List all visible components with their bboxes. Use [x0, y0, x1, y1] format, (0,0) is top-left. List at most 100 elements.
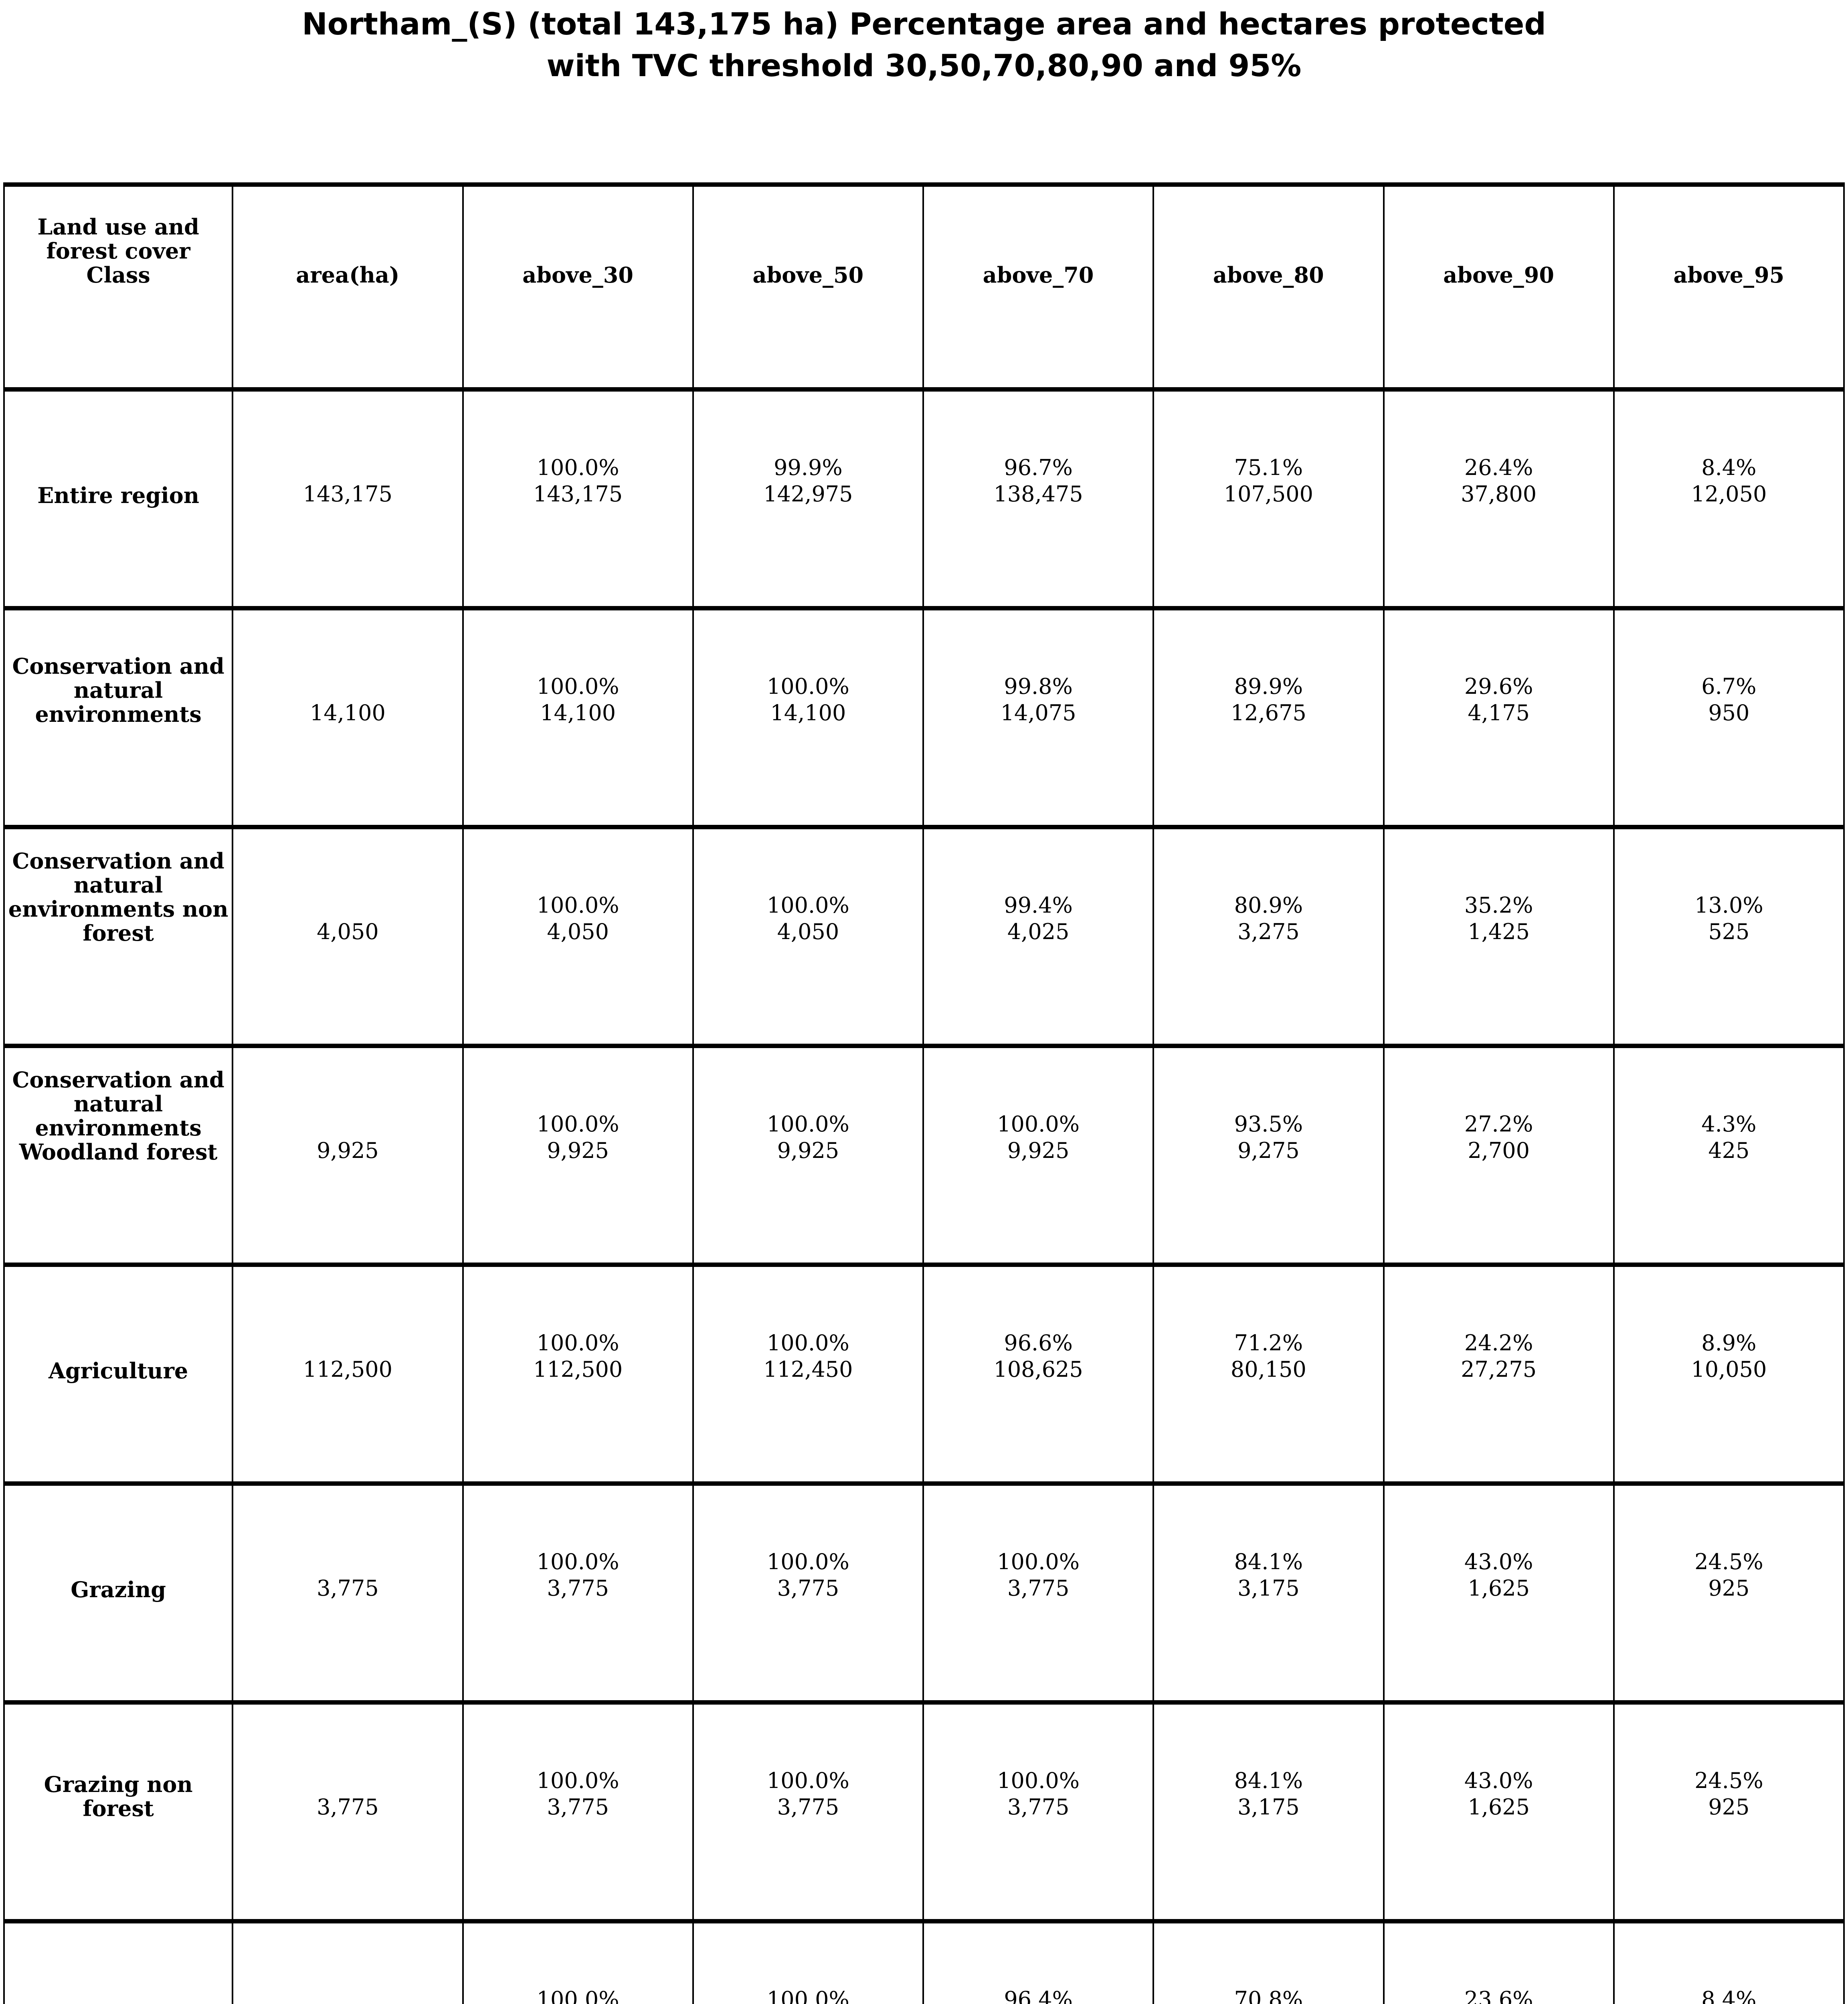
column-header-above-90: above_90 — [1384, 182, 1615, 392]
area-cell: 3,775 — [233, 1705, 464, 1923]
percent-value: 100.0% — [536, 673, 619, 699]
hectare-value: 9,925 — [1007, 1137, 1070, 1163]
column-header-above-70: above_70 — [924, 182, 1154, 392]
above-50-cell: 100.0% 9,925 — [694, 1048, 924, 1267]
percent-value: 26.4% — [1464, 455, 1533, 480]
row-label: Conservation and natural environments — [12, 653, 224, 727]
above-95-cell: 24.5% 925 — [1614, 1486, 1845, 1705]
row-label: Entire region — [37, 482, 200, 508]
above-30-cell: 100.0% 14,100 — [463, 610, 694, 829]
row-label: Grazing — [71, 1576, 166, 1602]
hectare-value: 1,625 — [1468, 1794, 1530, 1820]
hectare-value: 108,625 — [993, 1356, 1083, 1382]
hectare-value: 80,150 — [1230, 1356, 1306, 1382]
percent-value: 100.0% — [766, 1549, 849, 1574]
percent-value: 100.0% — [997, 1549, 1080, 1574]
table-row: Agriculture 112,500 100.0% 112,500 100.0%… — [3, 1267, 1845, 1486]
percent-value: 100.0% — [536, 1549, 619, 1574]
area-cell: 108,675 — [233, 1923, 464, 2004]
above-70-cell: 96.6% 108,625 — [924, 1267, 1154, 1486]
percent-value: 43.0% — [1464, 1768, 1533, 1793]
above-95-cell: 6.7% 950 — [1614, 610, 1845, 829]
area-value: 143,175 — [303, 481, 393, 507]
hectare-value: 9,275 — [1237, 1137, 1300, 1163]
row-label-cell: Agriculture — [3, 1267, 234, 1486]
percent-value: 100.0% — [766, 673, 849, 699]
above-50-cell: 100.0% 112,450 — [694, 1267, 924, 1486]
above-70-cell: 99.8% 14,075 — [924, 610, 1154, 829]
percent-value: 100.0% — [997, 1111, 1080, 1137]
percent-value: 75.1% — [1234, 455, 1303, 480]
hectare-value: 3,175 — [1237, 1575, 1300, 1601]
above-50-cell: 100.0% 3,775 — [694, 1705, 924, 1923]
hectare-value: 10,050 — [1691, 1356, 1767, 1382]
above-30-cell: 100.0% 3,775 — [463, 1705, 694, 1923]
area-value: 112,500 — [303, 1356, 393, 1382]
above-80-cell: 84.1% 3,175 — [1154, 1705, 1385, 1923]
percent-value: 100.0% — [536, 1768, 619, 1793]
above-90-cell: 24.2% 27,275 — [1384, 1267, 1615, 1486]
table-row: Cropping 108,675 100.0%108,675 100.0%108… — [3, 1923, 1845, 2004]
above-95-cell: 13.0% 525 — [1614, 829, 1845, 1048]
percent-value: 99.4% — [1004, 892, 1073, 918]
above-50-cell: 100.0%108,625 — [694, 1923, 924, 2004]
hectare-value: 3,775 — [1007, 1794, 1070, 1820]
area-value: 3,775 — [317, 1575, 379, 1601]
percent-value: 93.5% — [1234, 1111, 1303, 1137]
above-90-cell: 43.0% 1,625 — [1384, 1486, 1615, 1705]
table-row: Grazing non forest 3,775 100.0% 3,775 100… — [3, 1705, 1845, 1923]
table-row: Grazing 3,775 100.0% 3,775 100.0% 3,775 10… — [3, 1486, 1845, 1705]
row-label-cell: Conservation and natural environments Wo… — [3, 1048, 234, 1267]
percent-value: 96.7% — [1004, 455, 1073, 480]
above-95-cell: 4.3% 425 — [1614, 1048, 1845, 1267]
above-95-cell: 24.5% 925 — [1614, 1705, 1845, 1923]
column-header-above-30: above_30 — [463, 182, 694, 392]
hectare-value: 138,475 — [993, 481, 1083, 507]
row-label: Conservation and natural environments no… — [8, 848, 228, 946]
hectare-value: 112,450 — [763, 1356, 853, 1382]
area-value: 4,050 — [317, 919, 379, 944]
row-label-cell: Conservation and natural environments — [3, 610, 234, 829]
table-row: Conservation and natural environments 14… — [3, 610, 1845, 829]
above-30-cell: 100.0% 3,775 — [463, 1486, 694, 1705]
above-95-cell: 8.4% 12,050 — [1614, 392, 1845, 610]
table-row: Entire region 143,175 100.0% 143,175 99.9… — [3, 392, 1845, 610]
hectare-value: 3,775 — [547, 1575, 609, 1601]
percent-value: 29.6% — [1464, 673, 1533, 699]
area-cell: 3,775 — [233, 1486, 464, 1705]
percent-value: 27.2% — [1464, 1111, 1533, 1137]
percent-value: 23.6% — [1464, 1986, 1533, 2004]
percent-value: 70.8% — [1234, 1986, 1303, 2004]
percent-value: 100.0% — [766, 1330, 849, 1356]
above-30-cell: 100.0% 143,175 — [463, 392, 694, 610]
above-70-cell: 96.4%104,800 — [924, 1923, 1154, 2004]
hectare-value: 3,175 — [1237, 1794, 1300, 1820]
percent-value: 100.0% — [536, 1111, 619, 1137]
above-80-cell: 89.9% 12,675 — [1154, 610, 1385, 829]
above-50-cell: 100.0% 14,100 — [694, 610, 924, 829]
row-label-cell: Grazing non forest — [3, 1705, 234, 1923]
column-header-area: area(ha) — [233, 182, 464, 392]
above-70-cell: 100.0% 3,775 — [924, 1486, 1154, 1705]
percent-value: 100.0% — [766, 1768, 849, 1793]
area-value: 3,775 — [317, 1794, 379, 1820]
percent-value: 96.6% — [1004, 1330, 1073, 1356]
row-label: Agriculture — [48, 1358, 188, 1384]
table-row: Conservation and natural environments Wo… — [3, 1048, 1845, 1267]
hectare-value: 14,100 — [770, 700, 846, 725]
hectare-value: 37,800 — [1461, 481, 1537, 507]
hectare-value: 9,925 — [547, 1137, 609, 1163]
percent-value: 71.2% — [1234, 1330, 1303, 1356]
area-cell: 143,175 — [233, 392, 464, 610]
percent-value: 43.0% — [1464, 1549, 1533, 1574]
above-90-cell: 35.2% 1,425 — [1384, 829, 1615, 1048]
page-title-line1: Northam_(S) (total 143,175 ha) Percentag… — [302, 6, 1546, 42]
percent-value: 24.5% — [1694, 1549, 1763, 1574]
row-label-cell: Grazing — [3, 1486, 234, 1705]
percent-value: 24.2% — [1464, 1330, 1533, 1356]
above-90-cell: 27.2% 2,700 — [1384, 1048, 1615, 1267]
percent-value: 84.1% — [1234, 1549, 1303, 1574]
percent-value: 4.3% — [1701, 1111, 1757, 1137]
above-70-cell: 96.7% 138,475 — [924, 392, 1154, 610]
above-90-cell: 23.6%25,650 — [1384, 1923, 1615, 2004]
